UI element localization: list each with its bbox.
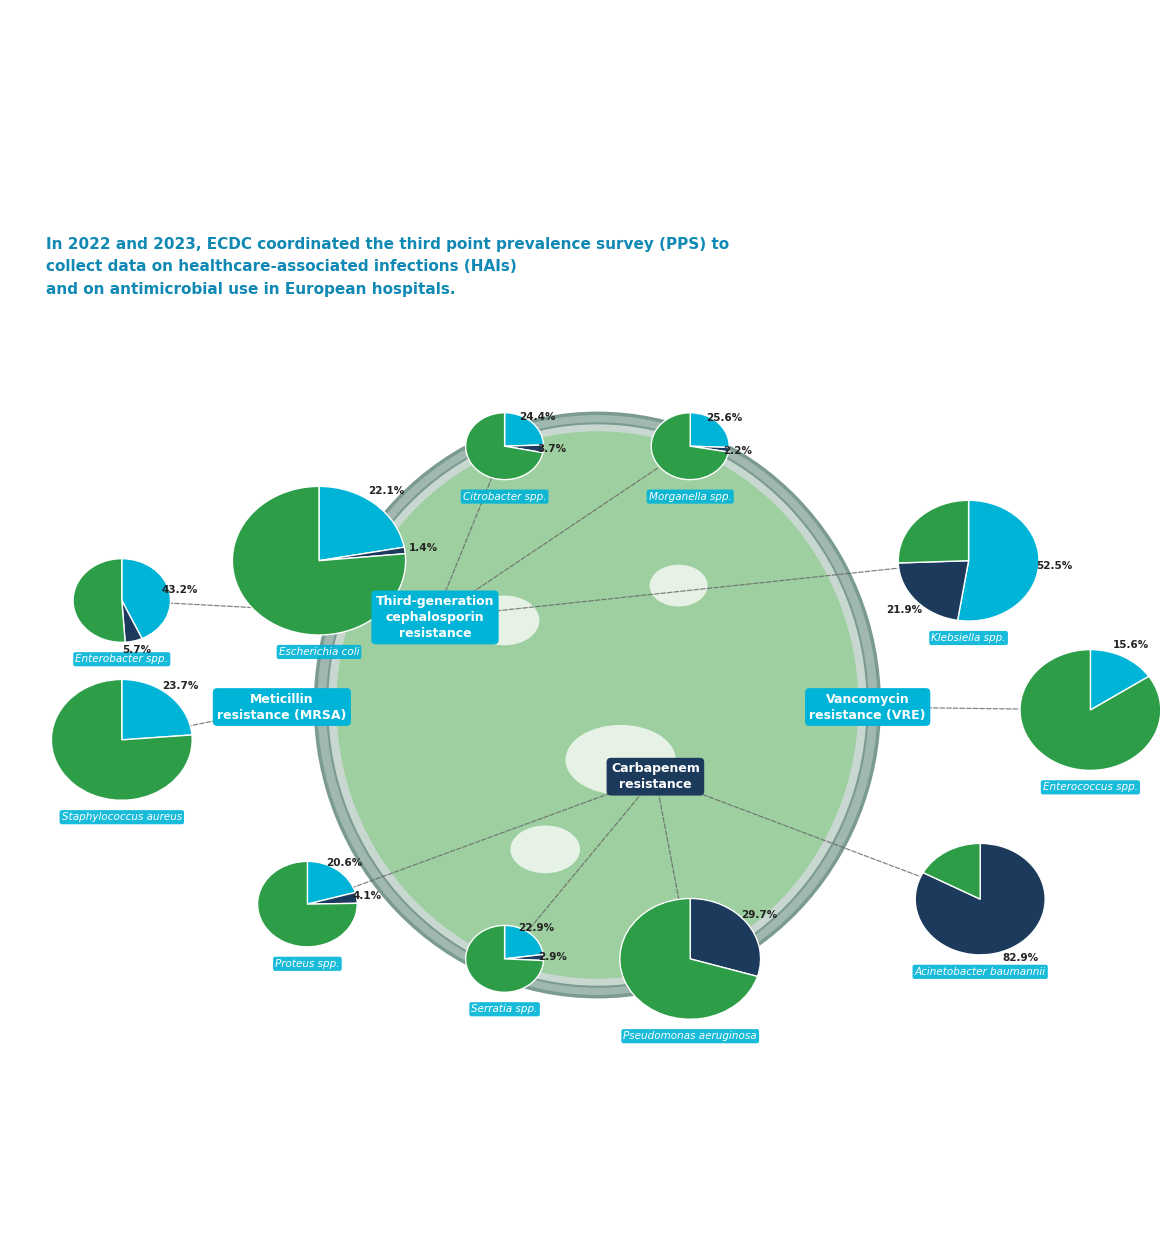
- Wedge shape: [1020, 649, 1160, 771]
- Ellipse shape: [336, 431, 858, 979]
- Wedge shape: [690, 898, 761, 977]
- Text: Source: www.ecdc.europa.eu/en/publications-data/antimicrobial-resistance-microor: Source: www.ecdc.europa.eu/en/publicatio…: [195, 1215, 965, 1227]
- Text: Meticillin
resistance (MRSA): Meticillin resistance (MRSA): [217, 692, 347, 722]
- Ellipse shape: [510, 826, 580, 873]
- Text: 15.6%: 15.6%: [1112, 639, 1148, 649]
- Wedge shape: [505, 926, 543, 959]
- Wedge shape: [307, 862, 355, 904]
- Text: Third-generation
cephalosporin
resistance: Third-generation cephalosporin resistanc…: [376, 595, 494, 639]
- Wedge shape: [122, 558, 171, 638]
- Wedge shape: [307, 893, 357, 904]
- Text: infections (HAIs) in Europe: infections (HAIs) in Europe: [46, 132, 530, 164]
- Wedge shape: [923, 843, 980, 899]
- Text: 5.7%: 5.7%: [122, 644, 151, 654]
- Wedge shape: [505, 412, 544, 446]
- Text: 22.1%: 22.1%: [369, 486, 405, 496]
- Text: 29.7%: 29.7%: [741, 911, 777, 921]
- Wedge shape: [465, 412, 543, 480]
- Wedge shape: [319, 486, 404, 561]
- Wedge shape: [319, 547, 405, 561]
- Text: 4.1%: 4.1%: [353, 892, 382, 902]
- Text: Staphylococcus aureus: Staphylococcus aureus: [61, 812, 182, 822]
- Wedge shape: [690, 412, 730, 447]
- Wedge shape: [122, 601, 142, 642]
- Text: reported in healthcare-associated: reported in healthcare-associated: [46, 75, 660, 106]
- Text: Escherichia coli: Escherichia coli: [278, 647, 360, 657]
- Ellipse shape: [316, 413, 879, 997]
- Text: 23.7%: 23.7%: [161, 681, 198, 691]
- Text: Enterococcus spp.: Enterococcus spp.: [1043, 782, 1138, 792]
- Text: 43.2%: 43.2%: [161, 585, 198, 595]
- Wedge shape: [505, 954, 544, 960]
- Text: Klebsiella spp.: Klebsiella spp.: [931, 633, 1006, 643]
- Text: 21.9%: 21.9%: [886, 605, 922, 615]
- Text: 2.2%: 2.2%: [723, 446, 752, 456]
- Wedge shape: [232, 486, 406, 634]
- Ellipse shape: [650, 565, 708, 607]
- Text: Citrobacter spp.: Citrobacter spp.: [463, 492, 546, 502]
- Wedge shape: [690, 446, 730, 452]
- Text: Enterobacter spp.: Enterobacter spp.: [75, 654, 168, 664]
- Text: 52.5%: 52.5%: [1036, 562, 1072, 572]
- Text: 20.6%: 20.6%: [326, 858, 362, 868]
- Wedge shape: [958, 501, 1039, 621]
- Text: Antimicrobial resistance of microorganisms: Antimicrobial resistance of microorganis…: [46, 21, 832, 51]
- Text: 82.9%: 82.9%: [1002, 953, 1039, 963]
- Wedge shape: [898, 501, 969, 563]
- Wedge shape: [465, 926, 544, 992]
- Text: Serratia spp.: Serratia spp.: [471, 1004, 538, 1014]
- Ellipse shape: [566, 724, 675, 794]
- Wedge shape: [651, 412, 728, 480]
- Text: 2.9%: 2.9%: [538, 952, 566, 962]
- Text: Carbapenem
resistance: Carbapenem resistance: [611, 762, 699, 791]
- Wedge shape: [258, 862, 357, 947]
- Wedge shape: [898, 561, 969, 621]
- Wedge shape: [915, 843, 1045, 955]
- Wedge shape: [73, 558, 125, 642]
- Text: 24.4%: 24.4%: [520, 412, 556, 422]
- Text: Morganella spp.: Morganella spp.: [648, 492, 732, 502]
- Wedge shape: [122, 679, 191, 739]
- Text: Proteus spp.: Proteus spp.: [275, 959, 340, 969]
- Text: 1.4%: 1.4%: [409, 543, 438, 553]
- Text: In 2022 and 2023, ECDC coordinated the third point prevalence survey (PPS) to
co: In 2022 and 2023, ECDC coordinated the t…: [46, 237, 730, 296]
- Wedge shape: [619, 898, 757, 1019]
- Ellipse shape: [470, 596, 539, 646]
- Wedge shape: [505, 445, 544, 452]
- Text: 22.9%: 22.9%: [517, 923, 554, 933]
- Wedge shape: [1090, 649, 1148, 709]
- Ellipse shape: [327, 423, 868, 987]
- Text: 3.7%: 3.7%: [537, 445, 566, 455]
- Text: Pseudomonas aeruginosa: Pseudomonas aeruginosa: [623, 1032, 757, 1042]
- Text: Acinetobacter baumannii: Acinetobacter baumannii: [914, 967, 1046, 977]
- Text: Vancomycin
resistance (VRE): Vancomycin resistance (VRE): [810, 692, 926, 722]
- Wedge shape: [51, 679, 193, 801]
- Text: 25.6%: 25.6%: [706, 413, 742, 423]
